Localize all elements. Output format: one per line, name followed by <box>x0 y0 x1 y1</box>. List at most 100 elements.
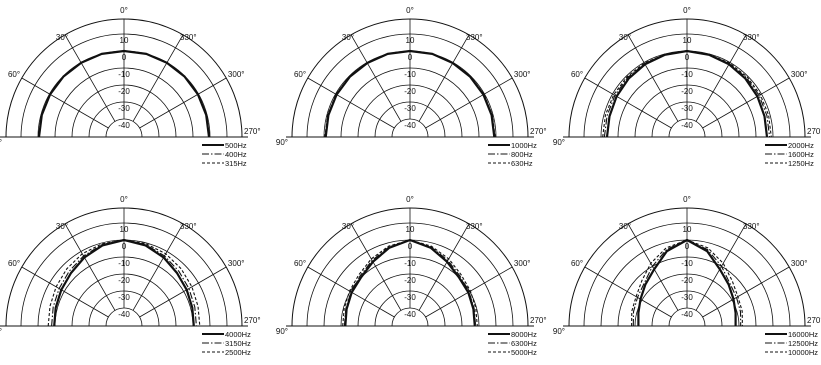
series-line-6300Hz <box>343 239 477 327</box>
grid-spoke <box>64 223 116 311</box>
grid-spoke <box>64 34 116 122</box>
angle-label: 60° <box>8 259 20 268</box>
angle-label: 90° <box>0 327 2 336</box>
angle-label: 0° <box>683 195 691 204</box>
radial-label: -30 <box>118 104 130 113</box>
grid-spoke <box>584 77 672 129</box>
legend-label: 2500Hz <box>225 348 251 357</box>
legend-label: 400Hz <box>225 150 247 159</box>
series-line-800Hz <box>324 50 496 138</box>
polar-chart-6: 0° 30° 60° 90° 330° 300° 270° 10 0 -10 -20 -30 -40 16… <box>553 195 821 357</box>
angle-label: 300° <box>228 70 245 79</box>
radial-label: -10 <box>118 70 130 79</box>
grid-spoke <box>350 223 402 311</box>
grid-spoke <box>695 223 747 311</box>
series-line-400Hz <box>38 50 210 138</box>
radial-label: -10 <box>118 259 130 268</box>
radial-label: 0 <box>122 53 127 62</box>
angle-label: 270° <box>807 127 821 136</box>
grid-spoke <box>418 34 470 122</box>
radial-label: 10 <box>683 36 692 45</box>
angle-label: 330° <box>180 222 197 231</box>
radial-label: -20 <box>404 87 416 96</box>
radial-label: 0 <box>408 53 413 62</box>
polar-chart-2: 0° 30° 60° 90° 330° 300° 270° 10 0 -10 -20 -30 -40 10… <box>276 6 547 168</box>
radial-label: 10 <box>120 225 129 234</box>
grid-spoke <box>702 266 790 318</box>
angle-label: 270° <box>244 127 261 136</box>
radial-label: 10 <box>406 225 415 234</box>
legend-label: 5000Hz <box>511 348 537 357</box>
series-line-2500Hz <box>47 239 201 327</box>
radial-label: 10 <box>683 225 692 234</box>
radial-label: -20 <box>118 87 130 96</box>
angle-label: 0° <box>683 6 691 15</box>
angle-label: 330° <box>466 222 483 231</box>
radial-label: -40 <box>681 310 693 319</box>
angle-label: 60° <box>571 259 583 268</box>
angle-label: 60° <box>294 259 306 268</box>
grid-spoke <box>418 223 470 311</box>
legend-label: 8000Hz <box>511 330 537 339</box>
angle-label: 90° <box>553 138 565 147</box>
radial-label: -40 <box>681 121 693 130</box>
legend-label: 16000Hz <box>788 330 818 339</box>
radial-label: -10 <box>404 259 416 268</box>
angle-label: 0° <box>120 195 128 204</box>
radial-label: 0 <box>408 242 413 251</box>
angle-label: 0° <box>406 195 414 204</box>
legend-label: 315Hz <box>225 159 247 168</box>
radial-label: -20 <box>404 276 416 285</box>
legend-label: 10000Hz <box>788 348 818 357</box>
legend-label: 1250Hz <box>788 159 814 168</box>
grid-spoke <box>425 77 513 129</box>
series-line-1600Hz <box>603 50 771 138</box>
radial-label: -40 <box>118 121 130 130</box>
radial-label: -20 <box>118 276 130 285</box>
radial-label: -30 <box>404 293 416 302</box>
angle-label: 300° <box>228 259 245 268</box>
angle-label: 60° <box>571 70 583 79</box>
radial-label: -10 <box>404 70 416 79</box>
legend-label: 3150Hz <box>225 339 251 348</box>
angle-label: 270° <box>244 316 261 325</box>
polar-chart-4: 0° 30° 60° 90° 330° 300° 270° 10 0 -10 -20 -30 -40 40… <box>0 195 261 357</box>
grid-spoke <box>139 77 227 129</box>
grid-spoke <box>132 223 184 311</box>
grid-spoke <box>139 266 227 318</box>
radial-label: 0 <box>122 242 127 251</box>
legend-label: 4000Hz <box>225 330 251 339</box>
radial-label: -30 <box>681 104 693 113</box>
grid-spoke <box>21 266 109 318</box>
legend-label: 1600Hz <box>788 150 814 159</box>
angle-label: 0° <box>120 6 128 15</box>
angle-label: 270° <box>530 316 547 325</box>
series-line-12500Hz <box>632 239 742 327</box>
legend-label: 500Hz <box>225 141 247 150</box>
angle-label: 30° <box>619 33 631 42</box>
radial-label: -30 <box>404 104 416 113</box>
series-line-10000Hz <box>631 239 743 327</box>
legend-label: 800Hz <box>511 150 533 159</box>
radial-label: -20 <box>681 276 693 285</box>
radial-label: -20 <box>681 87 693 96</box>
angle-label: 270° <box>807 316 821 325</box>
radial-label: -40 <box>118 310 130 319</box>
radial-label: 0 <box>685 242 690 251</box>
angle-label: 330° <box>743 33 760 42</box>
angle-label: 0° <box>406 6 414 15</box>
angle-label: 300° <box>791 70 808 79</box>
legend-label: 2000Hz <box>788 141 814 150</box>
angle-label: 90° <box>276 138 288 147</box>
grid-spoke <box>132 34 184 122</box>
grid-spoke <box>695 34 747 122</box>
legend-label: 630Hz <box>511 159 533 168</box>
legend-label: 12500Hz <box>788 339 818 348</box>
legend-label: 1000Hz <box>511 141 537 150</box>
angle-label: 60° <box>294 70 306 79</box>
angle-label: 30° <box>56 222 68 231</box>
angle-label: 30° <box>56 33 68 42</box>
grid-spoke <box>307 77 395 129</box>
radial-label: -40 <box>404 310 416 319</box>
